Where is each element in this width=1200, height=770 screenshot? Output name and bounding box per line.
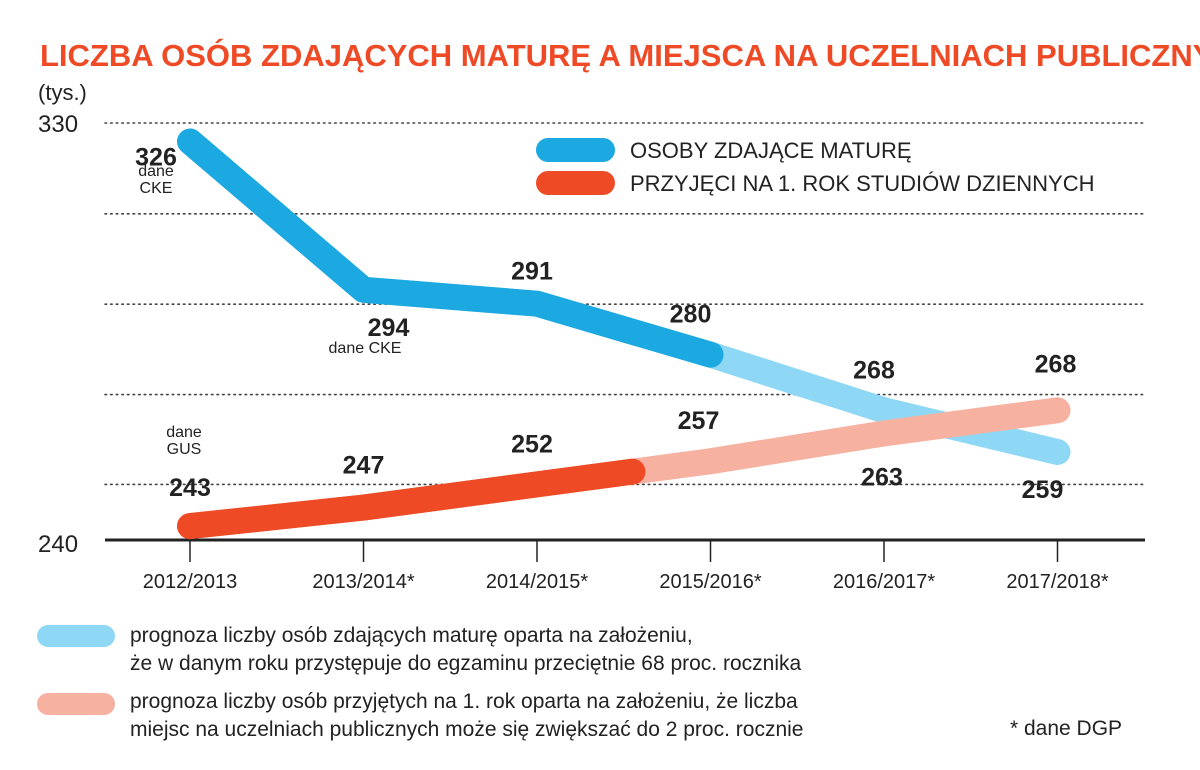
series-przyjeci-data-label: 252 bbox=[511, 430, 553, 458]
blue-note-line2: że w danym roku przystępuje do egzaminu … bbox=[130, 652, 802, 675]
source-note: * dane DGP bbox=[1010, 717, 1123, 740]
annotation-dane-cke: CKE bbox=[140, 180, 173, 197]
y-tick-label: 240 bbox=[38, 531, 78, 558]
x-tick-label: 2016/2017* bbox=[833, 571, 936, 593]
x-tick-label: 2017/2018* bbox=[1006, 571, 1109, 593]
series-maturzysci-data-label: 291 bbox=[511, 258, 553, 286]
series-przyjeci-data-label: 257 bbox=[678, 407, 720, 435]
y-tick-label: 330 bbox=[38, 111, 78, 138]
x-tick-label: 2014/2015* bbox=[486, 571, 589, 593]
series-maturzysci-data-label: 326 bbox=[135, 144, 177, 172]
blue-forecast-note: prognoza liczby osób zdających maturę op… bbox=[130, 622, 801, 678]
annotation-dane-gus: dane bbox=[166, 424, 202, 441]
series-przyjeci-data-label: 243 bbox=[169, 474, 211, 502]
series-maturzysci-data-label: 294 bbox=[368, 314, 410, 342]
x-tick-label: 2012/2013 bbox=[143, 571, 238, 593]
annotation-dane-cke: dane CKE bbox=[329, 340, 402, 357]
legend-label-maturzysci: OSOBY ZDAJĄCE MATURĘ bbox=[630, 138, 912, 163]
red-note-line2: miejsc na uczelniach publicznych może si… bbox=[130, 718, 804, 741]
blue-note-line1: prognoza liczby osób zdających maturę op… bbox=[130, 624, 693, 647]
series-przyjeci-data-label: 247 bbox=[343, 452, 385, 480]
series-maturzysci-data-label: 259 bbox=[1022, 476, 1064, 504]
series-przyjeci-actual-line bbox=[177, 458, 646, 540]
annotation-dane-cke: dane bbox=[138, 163, 174, 180]
series-przyjeci-data-label: 263 bbox=[861, 463, 903, 491]
series-przyjeci-data-label: 268 bbox=[1035, 350, 1077, 378]
series-maturzysci-actual-line bbox=[177, 128, 724, 368]
annotation-dane-gus: GUS bbox=[167, 441, 202, 458]
x-tick-label: 2013/2014* bbox=[312, 571, 415, 593]
red-forecast-swatch bbox=[37, 693, 115, 715]
red-forecast-note: prognoza liczby osób przyjętych na 1. ro… bbox=[130, 688, 803, 744]
series-maturzysci-data-label: 280 bbox=[670, 301, 712, 329]
red-note-line1: prognoza liczby osób przyjętych na 1. ro… bbox=[130, 690, 798, 713]
blue-forecast-swatch bbox=[37, 625, 115, 647]
y-axis-unit: (tys.) bbox=[38, 80, 87, 105]
chart-title: LICZBA OSÓB ZDAJĄCYCH MATURĘ A MIEJSCA N… bbox=[40, 38, 1200, 73]
legend-label-przyjeci: PRZYJĘCI NA 1. ROK STUDIÓW DZIENNYCH bbox=[630, 171, 1095, 196]
series-maturzysci-data-label: 268 bbox=[853, 356, 895, 384]
x-tick-label: 2015/2016* bbox=[659, 571, 762, 593]
